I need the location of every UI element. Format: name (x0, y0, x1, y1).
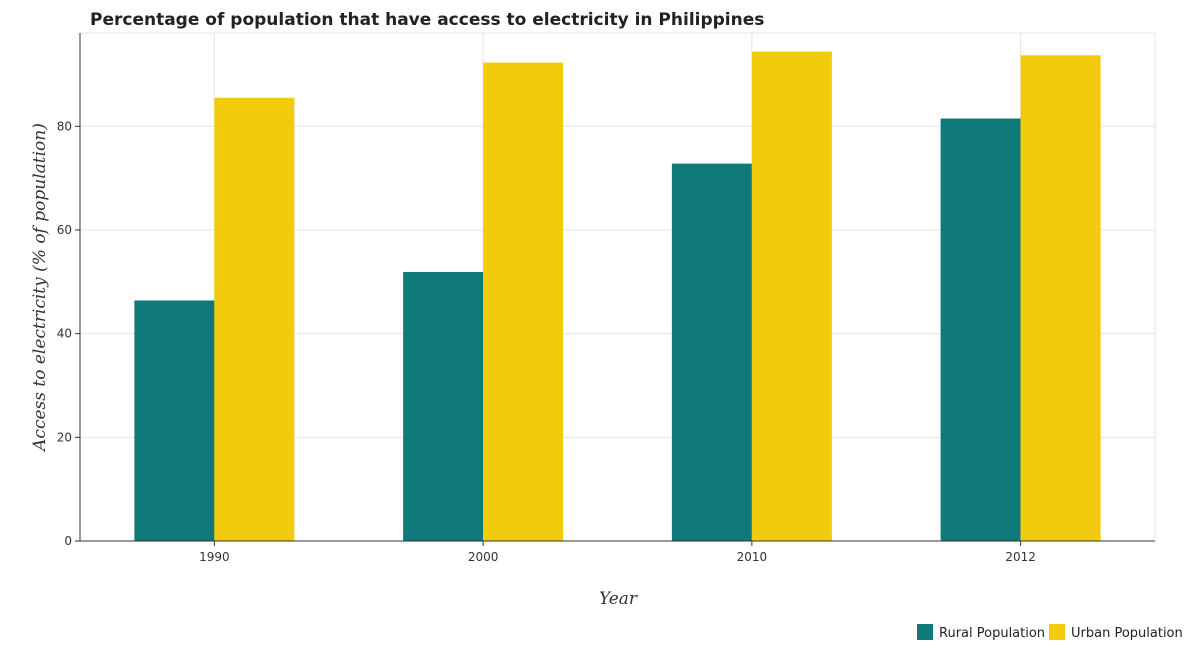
y-tick-label: 60 (57, 223, 72, 237)
bar-rural-population-2010 (671, 163, 752, 541)
x-tick-label: 2012 (1005, 550, 1036, 564)
legend-swatch-urban-population (1049, 624, 1065, 640)
y-tick-label: 20 (57, 430, 72, 444)
x-tick-label: 1990 (199, 550, 230, 564)
bar-urban-population-2000 (483, 62, 564, 542)
bar-urban-population-2012 (1020, 55, 1101, 541)
legend-swatch-rural-population (917, 624, 933, 640)
x-tick-label: 2000 (468, 550, 499, 564)
y-tick-label: 40 (57, 327, 72, 341)
legend: Rural Population Urban Population (917, 624, 1183, 641)
bar-rural-population-2012 (940, 118, 1021, 541)
y-tick-label: 0 (64, 534, 72, 548)
bar-rural-population-1990 (134, 300, 215, 541)
y-axis-label: Access to electricity (% of population) (30, 123, 50, 453)
chart-title: Percentage of population that have acces… (90, 10, 764, 30)
y-tick-label: 80 (57, 119, 72, 133)
bar-urban-population-1990 (214, 97, 295, 541)
x-tick-label: 2010 (737, 550, 768, 564)
bar-urban-population-2010 (751, 51, 832, 541)
legend-label-urban-population: Urban Population (1071, 626, 1183, 641)
x-axis-label: Year (599, 589, 638, 609)
bar-rural-population-2000 (403, 271, 484, 541)
legend-label-rural-population: Rural Population (939, 626, 1045, 641)
axes: 0 20 40 60 80 1990 2000 2010 2012 (57, 33, 1155, 564)
bars (134, 51, 1101, 542)
